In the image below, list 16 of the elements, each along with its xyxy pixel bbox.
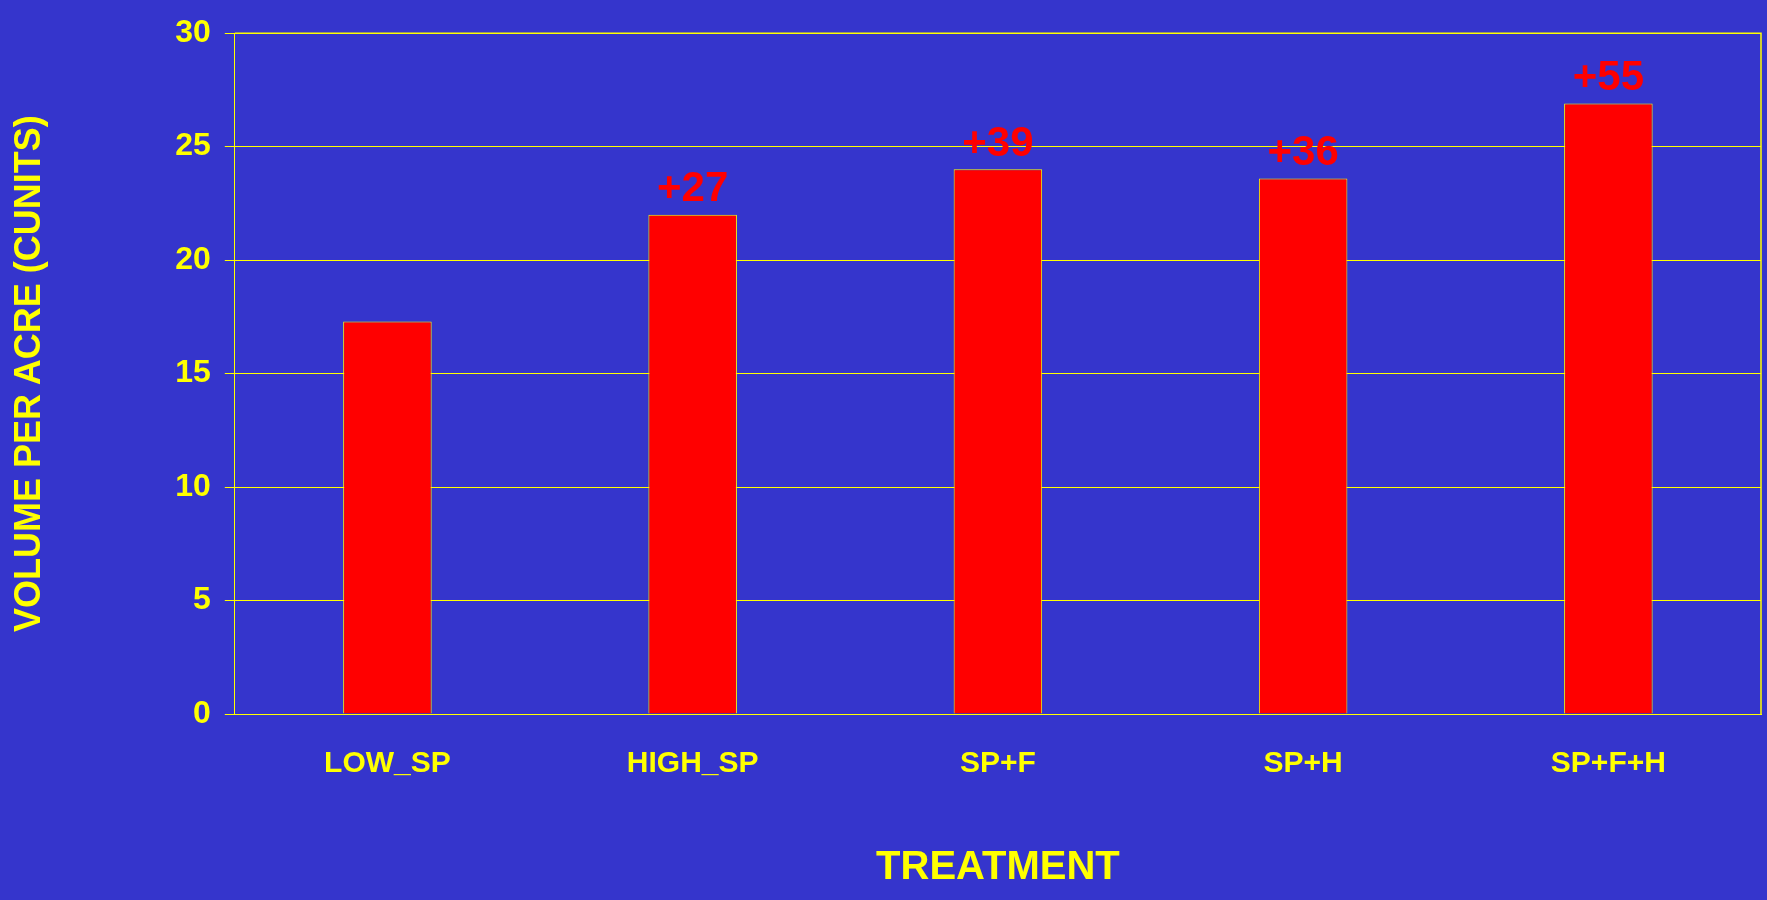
y-tick-label: 5	[193, 580, 211, 617]
y-tick-label: 20	[175, 239, 211, 276]
x-tick-label: LOW_SP	[324, 745, 451, 779]
annotation: +27	[657, 163, 729, 211]
x-tick-label: SP+F+H	[1550, 745, 1666, 779]
x-tick-label: SP+F	[959, 745, 1036, 779]
annotation: +55	[1572, 52, 1644, 100]
y-tick-label: 10	[175, 466, 211, 503]
y-tick-label: 15	[175, 353, 211, 390]
x-tick-label: HIGH_SP	[626, 745, 759, 779]
y-axis-title: VOLUME PER ACRE (CUNITS)	[6, 115, 48, 632]
y-tick-label: 30	[175, 13, 211, 50]
y-tick-label: 25	[175, 126, 211, 163]
y-tick-label: 0	[193, 693, 211, 730]
x-tick-label: SP+H	[1263, 745, 1343, 779]
x-axis-title: TREATMENT	[876, 843, 1120, 888]
